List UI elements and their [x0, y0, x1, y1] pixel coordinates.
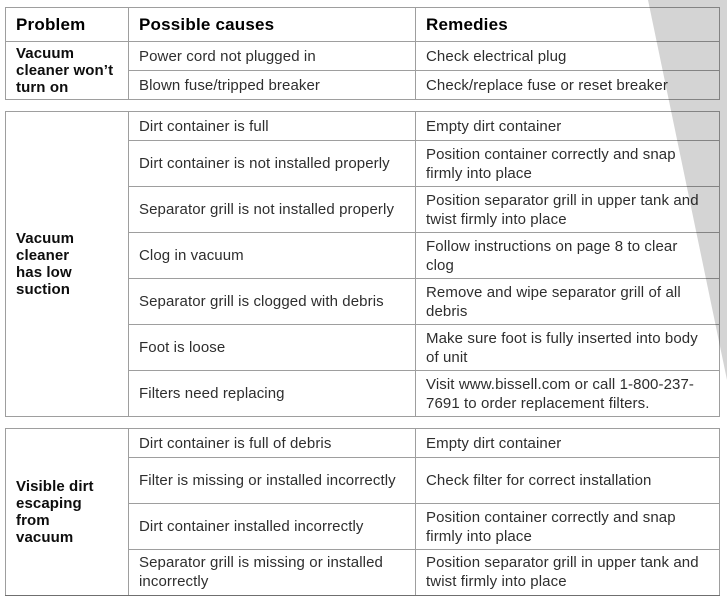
cause-cell: Dirt container is not installed properly	[128, 140, 416, 187]
cause-cell: Separator grill is not installed properl…	[128, 186, 416, 233]
cause-cell: Clog in vacuum	[128, 232, 416, 279]
cause-cell: Filter is missing or installed incorrect…	[128, 457, 416, 504]
column-header-problem: Problem	[5, 7, 129, 42]
problem-cell: Vacuum cleaner has low suction	[5, 111, 129, 417]
table-row: Foot is loose Make sure foot is fully in…	[6, 324, 720, 371]
cause-cell: Dirt container installed incorrectly	[128, 503, 416, 550]
troubleshooting-section-low-suction: Vacuum cleaner has low suction Dirt cont…	[5, 111, 720, 417]
cause-cell: Dirt container is full	[128, 111, 416, 141]
remedy-cell: Follow instructions on page 8 to clear c…	[415, 232, 720, 279]
problem-cell: Visible dirt escaping from vacuum	[5, 428, 129, 596]
remedy-cell: Visit www.bissell.com or call 1-800-237-…	[415, 370, 720, 417]
problem-cell: Vacuum cleaner won’t turn on	[5, 41, 129, 100]
column-header-causes: Possible causes	[128, 7, 416, 42]
cause-cell: Foot is loose	[128, 324, 416, 371]
cause-cell: Separator grill is missing or installed …	[128, 549, 416, 596]
table-row: Dirt container installed incorrectly Pos…	[6, 503, 720, 550]
cause-cell: Filters need replacing	[128, 370, 416, 417]
table-row: Filters need replacing Visit www.bissell…	[6, 370, 720, 417]
cause-cell: Blown fuse/tripped breaker	[128, 70, 416, 100]
table-row: Visible dirt escaping from vacuum Dirt c…	[5, 428, 720, 596]
troubleshooting-section-visible-dirt: Visible dirt escaping from vacuum Dirt c…	[5, 428, 720, 596]
table-row: Separator grill is clogged with debris R…	[6, 278, 720, 325]
cause-cell: Dirt container is full of debris	[128, 428, 416, 458]
table-row: Separator grill is not installed properl…	[6, 186, 720, 233]
remedy-cell: Empty dirt container	[415, 111, 720, 141]
table-header-row: Problem Possible causes Remedies	[5, 7, 720, 42]
cause-cell: Separator grill is clogged with debris	[128, 278, 416, 325]
remedy-cell: Check electrical plug	[415, 41, 720, 71]
troubleshooting-section-wont-turn-on: Problem Possible causes Remedies Vacuum …	[5, 7, 720, 100]
remedy-cell: Position separator grill in upper tank a…	[415, 186, 720, 233]
cause-cell: Power cord not plugged in	[128, 41, 416, 71]
table-row: Vacuum cleaner won’t turn on Power cord …	[5, 41, 720, 100]
remedy-cell: Position container correctly and snap fi…	[415, 503, 720, 550]
column-header-remedies: Remedies	[415, 7, 720, 42]
remedy-cell: Position separator grill in upper tank a…	[415, 549, 720, 596]
remedy-cell: Position container correctly and snap fi…	[415, 140, 720, 187]
table-row: Separator grill is missing or installed …	[6, 549, 720, 596]
table-row: Dirt container is not installed properly…	[6, 140, 720, 187]
table-row: Blown fuse/tripped breaker Check/replace…	[6, 70, 720, 100]
remedy-cell: Check filter for correct installation	[415, 457, 720, 504]
remedy-cell: Make sure foot is fully inserted into bo…	[415, 324, 720, 371]
remedy-cell: Remove and wipe separator grill of all d…	[415, 278, 720, 325]
remedy-cell: Check/replace fuse or reset breaker	[415, 70, 720, 100]
remedy-cell: Empty dirt container	[415, 428, 720, 458]
table-row: Clog in vacuum Follow instructions on pa…	[6, 232, 720, 279]
table-row: Vacuum cleaner has low suction Dirt cont…	[5, 111, 720, 417]
